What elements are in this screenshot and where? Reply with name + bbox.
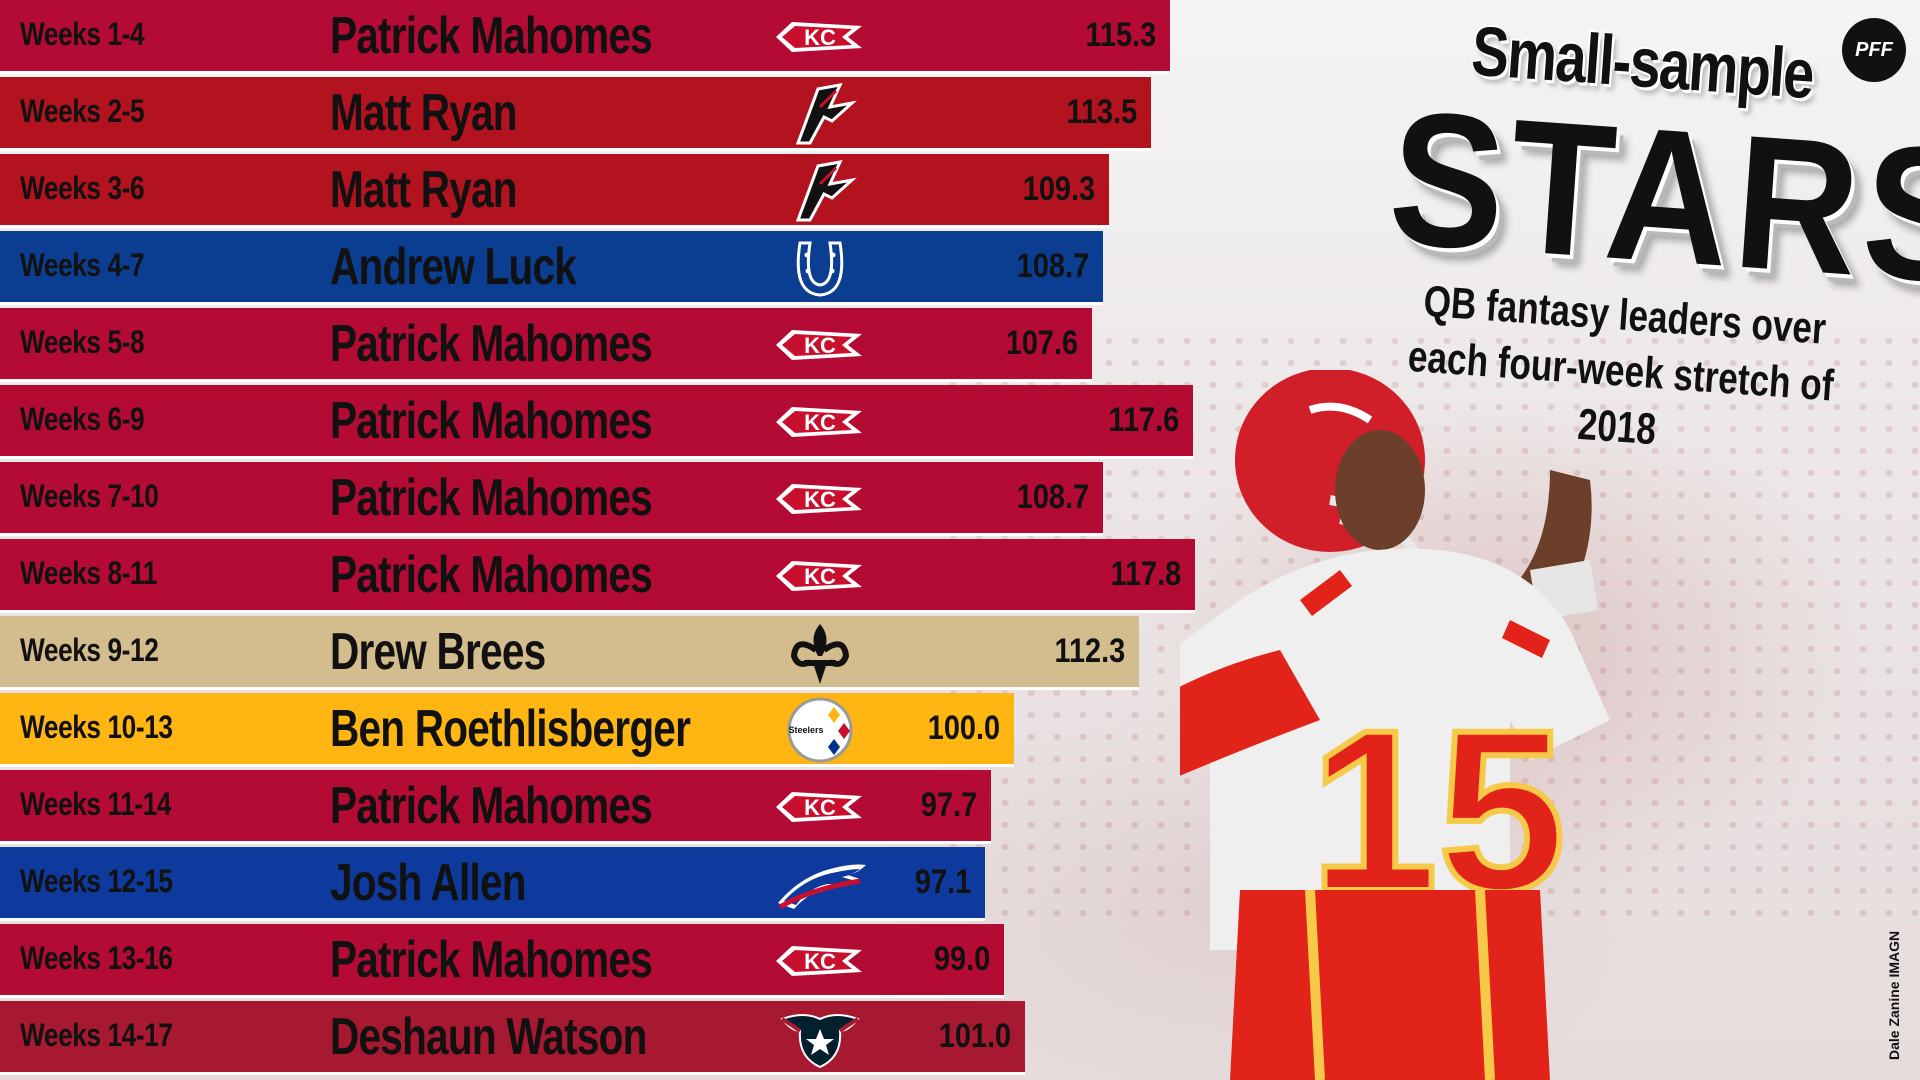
falcons-icon — [795, 160, 857, 222]
chiefs-arrowhead-icon: KC — [776, 561, 862, 591]
week-label: Weeks 9-12 — [20, 632, 159, 668]
value-label: 115.3 — [1085, 16, 1156, 54]
bar-weeks-8-11: Weeks 8-11 Patrick Mahomes KC 117.8 — [0, 539, 1195, 613]
title-block: Small-sample STARS QB fantasy leaders ov… — [1345, 2, 1920, 479]
week-label: Weeks 5-8 — [20, 324, 145, 360]
value-label: 113.5 — [1066, 93, 1137, 131]
saints-fleur-de-lis-icon — [790, 624, 850, 684]
player-name: Patrick Mahomes — [330, 777, 653, 835]
value-label: 107.6 — [1005, 324, 1078, 362]
chiefs-arrowhead-icon: KC — [776, 792, 862, 822]
bar-weeks-10-13: Weeks 10-13 Ben Roethlisberger Steelers 100… — [0, 693, 1014, 767]
week-label: Weeks 1-4 — [20, 16, 145, 52]
player-name: Drew Brees — [330, 623, 546, 681]
bills-buffalo-icon — [778, 864, 866, 910]
falcons-icon — [795, 83, 857, 145]
bar-weeks-14-17: Weeks 14-17 Deshaun Watson 101.0 — [0, 1001, 1025, 1075]
title-headline: STARS — [1383, 71, 1920, 325]
svg-text:KC: KC — [804, 487, 836, 512]
bar-weeks-13-16: Weeks 13-16 Patrick Mahomes KC 99.0 — [0, 924, 1004, 998]
bar-weeks-4-7: Weeks 4-7 Andrew Luck 108.7 — [0, 231, 1103, 305]
value-label: 100.0 — [927, 709, 1000, 747]
svg-text:KC: KC — [804, 25, 836, 50]
value-label: 112.3 — [1054, 632, 1125, 670]
bar-weeks-12-15: Weeks 12-15 Josh Allen 97.1 — [0, 847, 985, 921]
week-label: Weeks 6-9 — [20, 401, 145, 437]
player-name: Matt Ryan — [330, 84, 518, 142]
week-label: Weeks 12-15 — [20, 863, 173, 899]
chiefs-arrowhead-icon: KC — [776, 484, 862, 514]
bar-weeks-7-10: Weeks 7-10 Patrick Mahomes KC 108.7 — [0, 462, 1103, 536]
week-label: Weeks 3-6 — [20, 170, 145, 206]
player-name: Josh Allen — [330, 854, 527, 912]
player-name: Patrick Mahomes — [330, 315, 653, 373]
svg-text:KC: KC — [804, 333, 836, 358]
value-label: 108.7 — [1016, 478, 1089, 516]
chiefs-arrowhead-icon: KC — [776, 407, 862, 437]
svg-text:KC: KC — [804, 949, 836, 974]
week-label: Weeks 7-10 — [20, 478, 159, 514]
value-label: 99.0 — [933, 940, 990, 978]
texans-bull-icon — [780, 1014, 860, 1069]
value-label: 97.7 — [920, 786, 977, 824]
colts-horseshoe-icon — [796, 241, 844, 297]
bar-weeks-5-8: Weeks 5-8 Patrick Mahomes KC 107.6 — [0, 308, 1092, 382]
player-illustration: 15 — [1180, 370, 1610, 1080]
player-name: Patrick Mahomes — [330, 7, 653, 65]
player-name: Patrick Mahomes — [330, 469, 653, 527]
chiefs-arrowhead-icon: KC — [776, 330, 862, 360]
value-label: 109.3 — [1022, 170, 1095, 208]
chiefs-arrowhead-icon: KC — [776, 946, 862, 976]
week-label: Weeks 4-7 — [20, 247, 145, 283]
photo-credit: Dale Zanine IMAGN — [1886, 930, 1902, 1060]
week-label: Weeks 14-17 — [20, 1017, 173, 1053]
svg-text:KC: KC — [804, 410, 836, 435]
week-label: Weeks 13-16 — [20, 940, 173, 976]
player-name: Patrick Mahomes — [330, 392, 653, 450]
bar-weeks-9-12: Weeks 9-12 Drew Brees 112.3 — [0, 616, 1139, 690]
svg-text:KC: KC — [804, 795, 836, 820]
bar-weeks-11-14: Weeks 11-14 Patrick Mahomes KC 97.7 — [0, 770, 991, 844]
player-name: Matt Ryan — [330, 161, 518, 219]
value-label: 117.6 — [1108, 401, 1179, 439]
week-label: Weeks 2-5 — [20, 93, 145, 129]
player-name: Andrew Luck — [330, 238, 577, 296]
week-label: Weeks 8-11 — [20, 555, 157, 591]
pff-logo: PFF — [1842, 18, 1906, 82]
chiefs-arrowhead-icon: KC — [776, 22, 862, 52]
steelers-logo-icon: Steelers — [787, 697, 853, 763]
week-label: Weeks 10-13 — [20, 709, 173, 745]
player-name: Ben Roethlisberger — [330, 700, 691, 758]
bar-weeks-6-9: Weeks 6-9 Patrick Mahomes KC 117.6 — [0, 385, 1193, 459]
player-name: Patrick Mahomes — [330, 546, 653, 604]
svg-text:Steelers: Steelers — [788, 725, 823, 735]
value-label: 108.7 — [1016, 247, 1089, 285]
svg-text:KC: KC — [804, 564, 836, 589]
player-name: Deshaun Watson — [330, 1008, 647, 1066]
bar-weeks-2-5: Weeks 2-5 Matt Ryan 113.5 — [0, 77, 1151, 151]
value-label: 117.8 — [1110, 555, 1181, 593]
week-label: Weeks 11-14 — [20, 786, 172, 822]
value-label: 97.1 — [914, 863, 971, 901]
bar-weeks-1-4: Weeks 1-4 Patrick Mahomes KC 115.3 — [0, 0, 1170, 74]
value-label: 101.0 — [938, 1017, 1011, 1055]
title-subtitle: QB fantasy leaders over each four-week s… — [1406, 276, 1836, 455]
bar-weeks-3-6: Weeks 3-6 Matt Ryan 109.3 — [0, 154, 1109, 228]
player-name: Patrick Mahomes — [330, 931, 653, 989]
